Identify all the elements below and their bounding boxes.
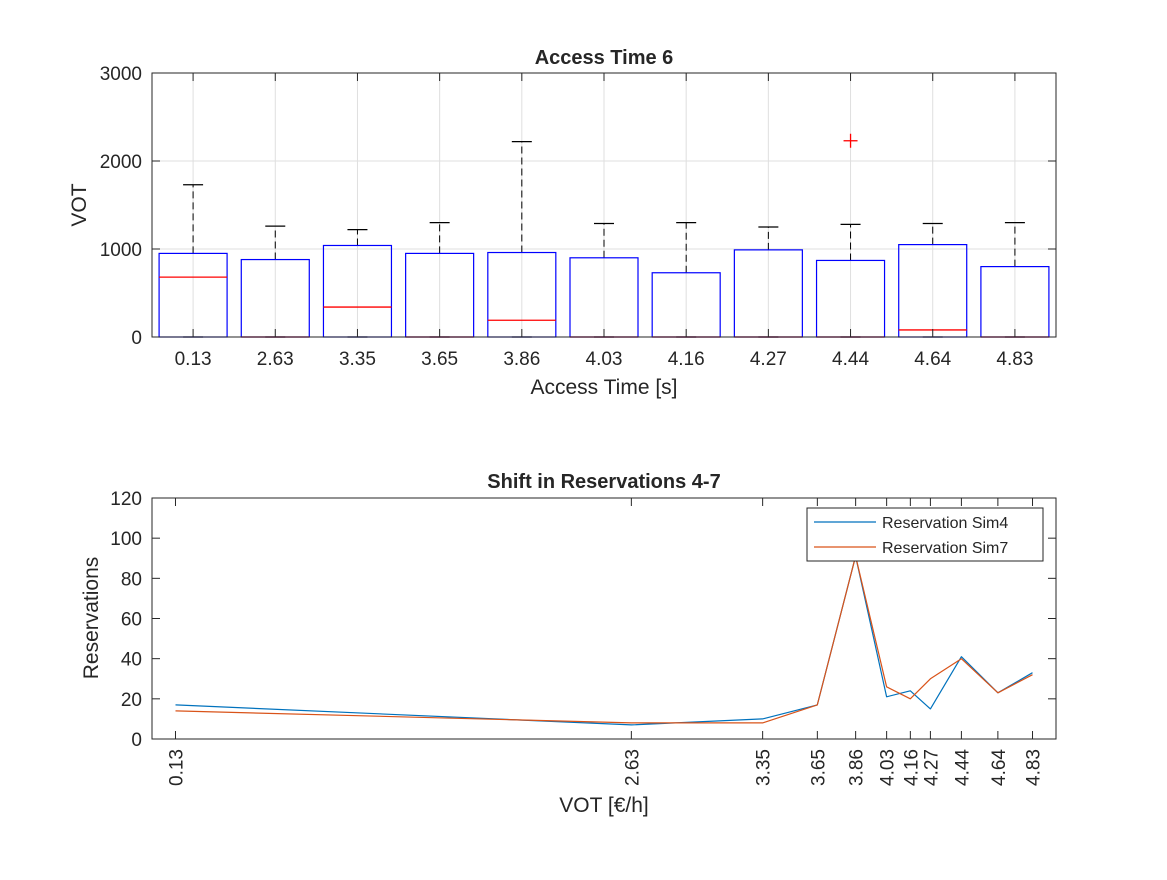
line-title: Shift in Reservations 4-7 xyxy=(487,471,720,493)
line-series-sim7 xyxy=(175,555,1033,724)
line-x-tick-label: 4.16 xyxy=(901,749,922,786)
line-x-ticks: 0.13 2.63 3.35 3.65 3.86 4.03 4.16 4.27 4.44 4.64… xyxy=(166,498,1045,786)
legend-label-sim4: Reservation Sim4 xyxy=(882,515,1008,532)
legend-box xyxy=(806,507,1044,562)
line-legend: Reservation Sim4 Reservation Sim7 xyxy=(806,507,1044,562)
boxplot-x-ticks: 0.13 2.63 3.35 3.65 3.86 4.03 4.16 4.27 4.44 4.64… xyxy=(175,73,1033,370)
boxplot-y-tick-label: 3000 xyxy=(100,64,142,85)
boxplot-x-tick-label: 4.16 xyxy=(668,349,705,370)
line-x-tick-label: 4.44 xyxy=(952,749,973,786)
line-x-tick-label: 4.64 xyxy=(989,749,1010,786)
line-series xyxy=(175,555,1033,726)
line-y-tick-label: 0 xyxy=(131,730,142,751)
boxplot-y-ticks: 0 1000 2000 3000 xyxy=(100,64,1056,349)
boxplot-y-tick-label: 0 xyxy=(131,328,142,349)
boxplot-x-tick-label: 3.86 xyxy=(503,349,540,370)
boxplot-x-tick-label: 4.27 xyxy=(750,349,787,370)
boxplot-grid xyxy=(152,72,1056,338)
boxplot-panel: 0 1000 2000 3000 0.13 2.63 3.35 3.65 3.86 4.03 4.… xyxy=(68,47,1057,399)
line-x-tick-label: 4.03 xyxy=(878,749,899,786)
line-y-tick-label: 80 xyxy=(121,569,142,590)
line-y-label: Reservations xyxy=(80,557,103,680)
line-y-tick-label: 120 xyxy=(110,489,142,510)
line-x-tick-label: 4.83 xyxy=(1024,749,1045,786)
boxplot-y-tick-label: 1000 xyxy=(100,240,142,261)
boxplot-x-tick-label: 4.64 xyxy=(914,349,951,370)
boxplot-x-tick-label: 0.13 xyxy=(175,349,212,370)
line-x-tick-label: 4.27 xyxy=(921,749,942,786)
line-y-tick-label: 40 xyxy=(121,650,142,671)
boxplot-x-tick-label: 3.35 xyxy=(339,349,376,370)
legend-label-sim7: Reservation Sim7 xyxy=(882,540,1008,557)
line-panel: 0 20 40 60 80 100 120 0.13 2.63 3.35 3.65 3.86 4.03… xyxy=(80,471,1057,817)
line-x-tick-label: 3.86 xyxy=(847,749,868,786)
boxplot-y-label: VOT xyxy=(68,183,91,226)
boxplot-title: Access Time 6 xyxy=(535,47,674,69)
boxplot-y-tick-label: 2000 xyxy=(100,152,142,173)
line-x-tick-label: 3.65 xyxy=(808,749,829,786)
boxplot-x-tick-label: 4.44 xyxy=(832,349,869,370)
line-y-ticks: 0 20 40 60 80 100 120 xyxy=(110,489,1056,751)
line-x-tick-label: 3.35 xyxy=(754,749,775,786)
line-x-label: VOT [€/h] xyxy=(559,794,649,817)
line-y-tick-label: 100 xyxy=(110,529,142,550)
line-x-tick-label: 2.63 xyxy=(622,749,643,786)
line-series-sim4 xyxy=(175,555,1033,726)
boxplot-x-tick-label: 3.65 xyxy=(421,349,458,370)
boxplot-x-tick-label: 2.63 xyxy=(257,349,294,370)
boxplot-x-tick-label: 4.03 xyxy=(586,349,623,370)
line-y-tick-label: 60 xyxy=(121,610,142,631)
boxplot-x-tick-label: 4.83 xyxy=(996,349,1033,370)
boxplot-x-label: Access Time [s] xyxy=(530,376,677,399)
line-x-tick-label: 0.13 xyxy=(166,749,187,786)
line-y-tick-label: 20 xyxy=(121,690,142,711)
